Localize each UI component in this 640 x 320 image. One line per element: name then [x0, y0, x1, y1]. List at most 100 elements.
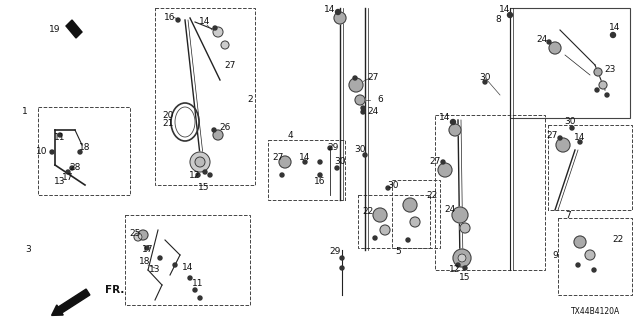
Circle shape: [303, 160, 307, 164]
Circle shape: [280, 173, 284, 177]
Circle shape: [196, 173, 200, 177]
Circle shape: [578, 140, 582, 144]
Circle shape: [138, 230, 148, 240]
Text: 27: 27: [547, 131, 557, 140]
Text: 24: 24: [444, 205, 456, 214]
Circle shape: [570, 126, 574, 130]
Text: FR.: FR.: [105, 285, 124, 295]
Text: 5: 5: [395, 247, 401, 257]
Text: 21: 21: [163, 119, 173, 129]
Circle shape: [547, 40, 551, 44]
Text: 22: 22: [426, 190, 438, 199]
FancyArrow shape: [52, 289, 90, 316]
Circle shape: [279, 156, 291, 168]
Circle shape: [453, 249, 471, 267]
Circle shape: [595, 88, 599, 92]
Circle shape: [50, 150, 54, 154]
Circle shape: [605, 93, 609, 97]
Text: 14: 14: [439, 114, 451, 123]
Circle shape: [380, 225, 390, 235]
Text: 1: 1: [22, 108, 28, 116]
Text: 27: 27: [429, 157, 441, 166]
Text: 11: 11: [54, 133, 66, 142]
Text: 14: 14: [574, 133, 586, 142]
Circle shape: [318, 160, 322, 164]
Circle shape: [558, 136, 562, 140]
Circle shape: [460, 223, 470, 233]
Circle shape: [208, 173, 212, 177]
Circle shape: [213, 26, 217, 30]
Text: 15: 15: [460, 274, 471, 283]
Circle shape: [190, 152, 210, 172]
Polygon shape: [66, 20, 82, 38]
Text: 14: 14: [182, 263, 194, 273]
Text: 17: 17: [62, 173, 74, 182]
Text: 14: 14: [324, 5, 336, 14]
Text: 8: 8: [495, 15, 501, 25]
Text: 14: 14: [609, 23, 621, 33]
Text: 29: 29: [327, 143, 339, 153]
Text: 30: 30: [387, 180, 399, 189]
Circle shape: [361, 106, 365, 110]
Text: 26: 26: [220, 124, 230, 132]
Text: 14: 14: [199, 18, 211, 27]
Circle shape: [599, 81, 607, 89]
Circle shape: [340, 266, 344, 270]
Circle shape: [203, 170, 207, 174]
Text: 18: 18: [79, 143, 91, 153]
Text: 14: 14: [499, 5, 511, 14]
Circle shape: [576, 263, 580, 267]
Circle shape: [456, 263, 460, 267]
Text: 22: 22: [362, 207, 374, 217]
Circle shape: [458, 254, 466, 262]
Circle shape: [483, 80, 487, 84]
Text: 17: 17: [142, 245, 154, 254]
Text: 10: 10: [36, 148, 48, 156]
Circle shape: [406, 238, 410, 242]
Circle shape: [193, 288, 197, 292]
Circle shape: [195, 157, 205, 167]
Text: 6: 6: [377, 95, 383, 105]
Bar: [510, 8, 630, 118]
Circle shape: [188, 276, 192, 280]
Bar: [268, 140, 345, 200]
Bar: [548, 125, 632, 210]
Circle shape: [574, 236, 586, 248]
Text: 30: 30: [564, 117, 576, 126]
Circle shape: [373, 236, 377, 240]
Circle shape: [158, 256, 162, 260]
Bar: [125, 215, 250, 305]
Circle shape: [386, 186, 390, 190]
Text: 11: 11: [192, 278, 204, 287]
Bar: [392, 180, 440, 248]
Text: 12: 12: [189, 171, 201, 180]
Text: 20: 20: [163, 110, 173, 119]
Circle shape: [556, 138, 570, 152]
Text: 18: 18: [140, 258, 151, 267]
Circle shape: [70, 166, 74, 170]
Text: 27: 27: [367, 74, 379, 83]
Bar: [38, 107, 130, 195]
Text: TX44B4120A: TX44B4120A: [571, 308, 620, 316]
Text: 12: 12: [449, 266, 461, 275]
Text: 27: 27: [224, 60, 236, 69]
Circle shape: [173, 263, 177, 267]
Circle shape: [361, 110, 365, 114]
Circle shape: [451, 119, 456, 124]
Text: 13: 13: [149, 266, 161, 275]
Circle shape: [363, 153, 367, 157]
Text: 16: 16: [314, 178, 326, 187]
Circle shape: [318, 173, 322, 177]
Circle shape: [373, 208, 387, 222]
Circle shape: [410, 217, 420, 227]
Text: 2: 2: [247, 95, 253, 105]
Circle shape: [592, 268, 596, 272]
Circle shape: [353, 76, 357, 80]
Text: 23: 23: [604, 66, 616, 75]
Circle shape: [328, 146, 332, 150]
Circle shape: [66, 170, 70, 174]
Text: 28: 28: [69, 164, 81, 172]
Text: 27: 27: [272, 154, 284, 163]
Text: 9: 9: [552, 251, 558, 260]
Text: 14: 14: [300, 154, 310, 163]
